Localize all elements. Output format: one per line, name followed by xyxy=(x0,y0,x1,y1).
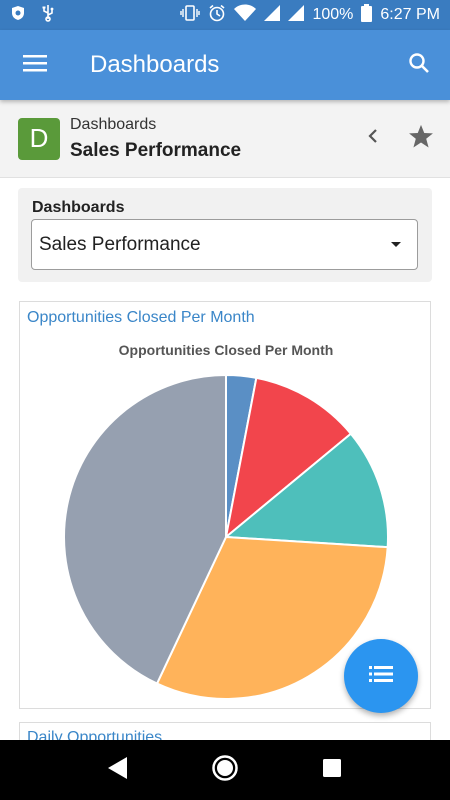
recents-square-icon xyxy=(322,758,342,783)
dashboard-select[interactable]: Sales Performance xyxy=(31,219,418,270)
nav-recents-button[interactable] xyxy=(308,746,356,794)
battery-percent: 100% xyxy=(312,6,354,23)
search-icon xyxy=(408,52,430,79)
selector-label: Dashboards xyxy=(32,199,125,216)
dashboard-header: D Dashboards Sales Performance xyxy=(0,100,450,178)
page-title: Sales Performance xyxy=(70,139,242,161)
header-subtitle: Dashboards xyxy=(70,115,157,133)
signal-icon xyxy=(264,4,281,26)
usb-icon xyxy=(40,4,56,27)
header-text: Dashboards Sales Performance xyxy=(70,116,241,162)
navigation-bar xyxy=(0,740,450,800)
pie-slice-4[interactable] xyxy=(155,535,389,700)
clock: 6:27 PM xyxy=(380,6,440,23)
star-icon xyxy=(408,124,434,154)
signal-icon-2 xyxy=(288,4,305,26)
app-title: Dashboards xyxy=(90,51,220,78)
menu-icon xyxy=(23,54,47,77)
pie-slice-2[interactable] xyxy=(224,376,353,540)
alarm-icon xyxy=(208,4,226,27)
list-icon xyxy=(369,665,393,687)
chevron-left-icon xyxy=(367,128,379,149)
menu-button[interactable] xyxy=(0,30,70,100)
wifi-icon xyxy=(234,4,257,27)
chart-title: Opportunities Closed Per Month xyxy=(119,342,334,358)
shield-icon xyxy=(10,5,26,26)
vibrate-icon xyxy=(180,4,201,27)
nav-home-button[interactable] xyxy=(201,746,249,794)
dropdown-arrow-icon xyxy=(391,242,401,247)
favorite-button[interactable] xyxy=(406,124,436,154)
selected-dashboard: Sales Performance xyxy=(39,233,201,255)
chart-card: Opportunities Closed Per Month Opportuni… xyxy=(19,301,431,709)
list-fab-button[interactable] xyxy=(344,639,418,713)
dashboard-selector-card: Dashboards Sales Performance xyxy=(18,188,432,282)
chart-card-title[interactable]: Opportunities Closed Per Month xyxy=(27,309,255,326)
header-actions xyxy=(358,124,436,154)
pie-slice-3[interactable] xyxy=(223,432,389,549)
app-bar: Dashboards xyxy=(0,30,450,100)
back-button[interactable] xyxy=(358,124,388,154)
pie-slice-5[interactable] xyxy=(63,373,227,685)
status-bar: 100% 6:27 PM xyxy=(0,0,450,30)
home-circle-icon xyxy=(211,754,239,787)
back-triangle-icon xyxy=(107,756,129,785)
nav-back-button[interactable] xyxy=(94,746,142,794)
pie-chart: Opportunities Closed Per Month xyxy=(63,342,389,700)
battery-icon xyxy=(361,3,373,27)
avatar: D xyxy=(18,117,60,160)
pie-slices xyxy=(63,373,389,700)
search-button[interactable] xyxy=(388,30,450,100)
